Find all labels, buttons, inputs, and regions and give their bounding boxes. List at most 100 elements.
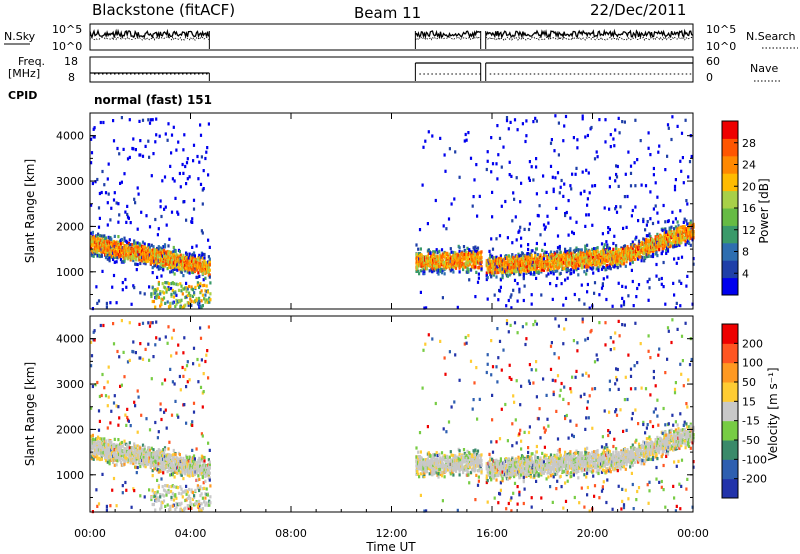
- heatmap-cell: [120, 250, 123, 255]
- heatmap-cell: [200, 229, 203, 233]
- heatmap-cell: [505, 116, 509, 120]
- heatmap-cell: [159, 254, 162, 259]
- heatmap-cell: [121, 491, 124, 495]
- heatmap-cell: [560, 178, 563, 183]
- heatmap-cell: [171, 270, 174, 274]
- heatmap-cell: [117, 240, 120, 244]
- heatmap-cell: [625, 225, 628, 229]
- heatmap-cell: [468, 278, 471, 282]
- heatmap-cell: [549, 282, 552, 286]
- heatmap-cell: [644, 228, 647, 232]
- heatmap-cell: [134, 148, 137, 152]
- heatmap-cell: [199, 284, 202, 288]
- heatmap-cell: [664, 168, 667, 172]
- heatmap-cell: [90, 151, 94, 155]
- heatmap-cell: [439, 136, 442, 140]
- heatmap-cell: [418, 228, 422, 232]
- heatmap-cell: [101, 169, 104, 174]
- heatmap-cell: [464, 132, 467, 137]
- heatmap-cell: [513, 256, 516, 260]
- heatmap-cell: [195, 244, 198, 248]
- heatmap-cell: [415, 269, 418, 273]
- heatmap-cell: [570, 187, 573, 191]
- heatmap-cell: [660, 276, 663, 281]
- heatmap-cell: [489, 253, 492, 257]
- heatmap-cell: [520, 270, 523, 274]
- heatmap-cell: [193, 254, 196, 258]
- heatmap-cell: [492, 273, 495, 277]
- heatmap-cell: [98, 216, 101, 220]
- heatmap-cell: [161, 282, 164, 286]
- heatmap-cell: [583, 189, 586, 193]
- heatmap-cell: [485, 277, 488, 282]
- heatmap-cell: [562, 139, 565, 143]
- heatmap-cell: [98, 246, 101, 250]
- heatmap-cell: [619, 205, 622, 209]
- heatmap-cell: [90, 354, 94, 358]
- heatmap-cell: [168, 250, 171, 254]
- nave-tick-top: 60: [706, 55, 720, 68]
- heatmap-cell: [507, 298, 510, 303]
- heatmap-cell: [596, 246, 599, 250]
- heatmap-cell: [167, 244, 170, 248]
- heatmap-cell: [154, 217, 157, 222]
- heatmap-cell: [564, 213, 567, 218]
- heatmap-cell: [590, 125, 593, 130]
- heatmap-cell: [98, 191, 101, 196]
- heatmap-cell: [91, 384, 94, 389]
- heatmap-cell: [617, 248, 620, 252]
- heatmap-cell: [112, 257, 115, 261]
- heatmap-cell: [128, 155, 131, 159]
- heatmap-cell: [207, 255, 210, 259]
- heatmap-cell: [649, 190, 652, 194]
- heatmap-cell: [471, 264, 474, 268]
- heatmap-cell: [180, 270, 183, 274]
- heatmap-cell: [518, 254, 521, 258]
- heatmap-cell: [423, 261, 426, 265]
- heatmap-cell: [675, 261, 678, 265]
- heatmap-cell: [575, 220, 578, 224]
- heatmap-cell: [543, 242, 546, 246]
- heatmap-cell: [608, 176, 611, 180]
- heatmap-cell: [654, 181, 657, 185]
- heatmap-cell: [570, 271, 573, 275]
- y-tick-label: 2000: [56, 220, 84, 233]
- heatmap-cell: [572, 136, 575, 140]
- heatmap-cell: [109, 301, 112, 305]
- heatmap-cell: [583, 302, 586, 306]
- heatmap-cell: [472, 195, 475, 199]
- heatmap-cell: [199, 182, 203, 186]
- heatmap-cell: [95, 242, 98, 246]
- heatmap-cell: [679, 159, 682, 163]
- heatmap-cell: [490, 275, 493, 279]
- heatmap-cell: [113, 234, 116, 238]
- heatmap-cell: [580, 283, 583, 287]
- heatmap-cell: [208, 275, 211, 279]
- heatmap-cell: [162, 259, 165, 263]
- heatmap-cell: [601, 282, 604, 286]
- heatmap-cell: [596, 155, 599, 159]
- heatmap-cell: [558, 244, 561, 249]
- heatmap-cell: [200, 155, 203, 159]
- heatmap-cell: [615, 205, 618, 209]
- heatmap-cell: [147, 118, 150, 122]
- heatmap-cell: [627, 294, 630, 298]
- heatmap-cell: [467, 131, 470, 135]
- heatmap-cell: [148, 225, 152, 229]
- heatmap-cell: [415, 252, 418, 256]
- heatmap-cell: [93, 135, 96, 139]
- heatmap-cell: [608, 207, 611, 211]
- heatmap-cell: [105, 305, 108, 309]
- heatmap-cell: [558, 191, 561, 195]
- heatmap-cell: [554, 114, 557, 118]
- heatmap-cell: [525, 134, 528, 138]
- heatmap-cell: [501, 267, 504, 271]
- heatmap-cell: [474, 263, 477, 267]
- heatmap-cell: [141, 245, 145, 249]
- heatmap-cell: [595, 150, 598, 154]
- heatmap-cell: [495, 275, 498, 279]
- heatmap-cell: [103, 386, 106, 390]
- heatmap-cell: [92, 254, 95, 258]
- heatmap-cell: [563, 124, 566, 128]
- heatmap-cell: [103, 183, 106, 187]
